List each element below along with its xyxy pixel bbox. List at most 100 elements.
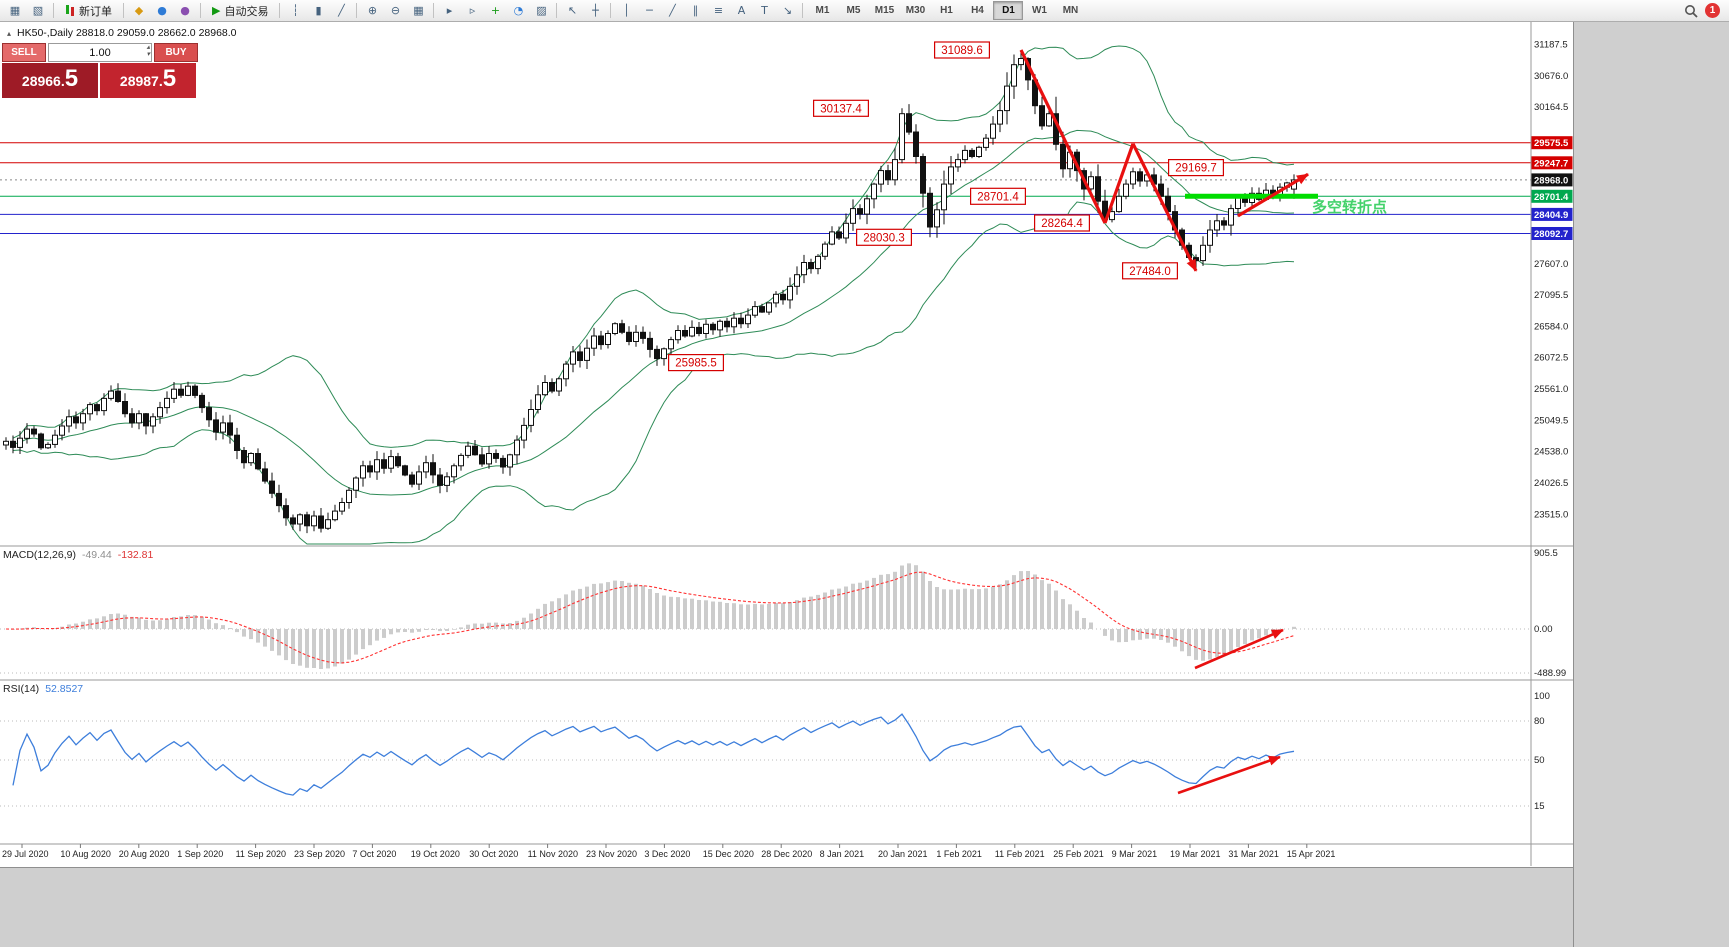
periods-icon[interactable]: ◔: [513, 4, 524, 17]
main-pane[interactable]: 31089.6 30137.4 29169.7 28701.4 28264.4 28030…: [0, 41, 1531, 545]
bar-chart-icon[interactable]: ┆: [292, 4, 299, 17]
candle-body: [1060, 143, 1066, 170]
price-annotation-box[interactable]: [1033, 214, 1090, 232]
price-annotation-box[interactable]: [667, 354, 724, 372]
volume-input[interactable]: 1.00 ▴ ▾: [48, 43, 152, 62]
candle-body: [1228, 208, 1234, 226]
toolbar-separator: [356, 3, 358, 18]
volume-up-button[interactable]: ▴: [146, 44, 150, 51]
price-tag: [1531, 173, 1573, 187]
candle-body: [1088, 176, 1094, 190]
macd-trend-arrow[interactable]: [1194, 628, 1284, 670]
timeframe-m5[interactable]: M5: [846, 5, 861, 16]
signals-icon[interactable]: ●: [157, 4, 167, 17]
sell-button[interactable]: SELL: [2, 43, 46, 62]
timeframe-d1[interactable]: D1: [993, 1, 1024, 20]
candle-body: [920, 156, 926, 194]
candle-body: [661, 348, 667, 360]
price-annotation-box[interactable]: [969, 187, 1026, 205]
candle-body: [297, 514, 303, 525]
trend-arrow[interactable]: [1237, 172, 1309, 218]
rsi-axis-label: 100: [1534, 691, 1550, 702]
zoom-out-icon[interactable]: ⊖: [390, 4, 401, 17]
chart-profiles-icon[interactable]: ▧: [32, 4, 44, 17]
timeframe-m30[interactable]: M30: [905, 5, 926, 16]
one-click-toggle-icon[interactable]: ▴: [7, 28, 12, 38]
zoom-in-icon[interactable]: ⊕: [367, 4, 378, 17]
timeframe-w1[interactable]: W1: [1031, 5, 1047, 16]
date-label: 28 Dec 2020: [761, 849, 812, 859]
price-annotation-box[interactable]: [855, 228, 912, 246]
date-label: 29 Jul 2020: [2, 849, 49, 859]
crosshair-icon[interactable]: ┼: [592, 4, 599, 17]
text-icon[interactable]: A: [737, 4, 746, 17]
candle-body: [101, 397, 107, 412]
candle-body: [815, 255, 821, 270]
candle-body: [535, 394, 541, 410]
candle-body: [304, 514, 310, 527]
rsi-trend-arrow[interactable]: [1177, 755, 1281, 795]
new-order-button[interactable]: 新订单: [58, 1, 119, 21]
trend-arrow[interactable]: [1103, 143, 1135, 224]
cursor-icon[interactable]: ↖: [567, 4, 578, 17]
vertical-line-icon[interactable]: │: [623, 4, 630, 17]
timeframe-mn[interactable]: MN: [1062, 5, 1079, 16]
candle-body: [913, 131, 919, 157]
buy-price-tile[interactable]: 28987. 5: [100, 63, 196, 98]
search-icon[interactable]: [1684, 4, 1698, 18]
fibonacci-icon[interactable]: ≡: [713, 4, 724, 17]
candlestick-chart-icon[interactable]: ▮: [315, 4, 322, 17]
candle-body: [1116, 195, 1122, 213]
price-annotation-box[interactable]: [1167, 159, 1224, 177]
arrows-icon[interactable]: ↘: [782, 4, 793, 17]
time-axis[interactable]: 29 Jul 2020 10 Aug 2020 20 Aug 2020 1 Sep 2…: [2, 844, 1335, 859]
price-tag: [1531, 189, 1573, 203]
tile-windows-icon[interactable]: ▦: [413, 4, 424, 17]
horizontal-line-icon[interactable]: ─: [646, 4, 653, 17]
new-chart-icon[interactable]: ▦: [9, 4, 21, 17]
timeframe-h1[interactable]: H1: [940, 5, 953, 16]
timeframe-m15[interactable]: M15: [874, 5, 895, 16]
rsi-pane[interactable]: [0, 713, 1531, 807]
chart-shift-icon[interactable]: ▹: [469, 4, 476, 17]
toolbar: ▦ ▧ 新订单 ◆ ● ● ▶ 自动交易 ┆ ▮ ╱ ⊕ ⊖ ▦ ▸ ▹ + ◔ ▨ ↖ ┼ │ ─ ╱ ∥ ≡ A T ↘ M1 M5 M1…: [0, 0, 1729, 22]
price-annotation-box[interactable]: [933, 41, 990, 59]
timeframe-h4[interactable]: H4: [971, 5, 984, 16]
candle-body: [465, 445, 471, 456]
text-label-icon[interactable]: T: [761, 4, 768, 17]
price-annotation-box[interactable]: [812, 99, 869, 117]
market-icon[interactable]: ◆: [134, 4, 144, 17]
rsi-value: 52.8527: [45, 683, 84, 695]
candle-body: [332, 510, 338, 521]
trend-arrow[interactable]: [1019, 49, 1107, 224]
price-annotation-box[interactable]: [1121, 262, 1178, 280]
auto-scroll-icon[interactable]: ▸: [446, 4, 453, 17]
volume-down-button[interactable]: ▾: [146, 51, 150, 58]
buy-button[interactable]: BUY: [154, 43, 198, 62]
indicators-icon[interactable]: +: [490, 4, 501, 17]
candle-body: [1221, 220, 1227, 226]
templates-icon[interactable]: ▨: [536, 4, 547, 17]
auto-trading-button[interactable]: ▶ 自动交易: [205, 1, 275, 21]
candle-body: [983, 137, 989, 148]
community-icon[interactable]: ●: [180, 4, 190, 17]
line-chart-icon[interactable]: ╱: [338, 4, 345, 17]
trendline-icon[interactable]: ╱: [669, 4, 676, 17]
macd-pane[interactable]: [0, 563, 1531, 674]
candle-body: [563, 363, 569, 380]
candle-body: [647, 337, 653, 350]
notification-badge[interactable]: 1: [1705, 3, 1720, 18]
trend-arrow[interactable]: [1131, 142, 1198, 272]
timeframe-m1[interactable]: M1: [815, 5, 830, 16]
equidistant-channel-icon[interactable]: ∥: [692, 4, 699, 17]
sell-price-big-digit: 5: [64, 64, 79, 92]
candle-body: [87, 404, 93, 415]
price-axis[interactable]: 31187.5 30676.0 30164.5 27607.0 27095.5 26584…: [1531, 40, 1573, 813]
candle-body: [24, 428, 30, 439]
turning-point-note[interactable]: 多空转折点: [1312, 198, 1387, 216]
chart-canvas[interactable]: 31187.5 30676.0 30164.5 27607.0 27095.5 26584…: [0, 22, 1573, 867]
sell-price-tile[interactable]: 28966. 5: [2, 63, 98, 98]
symbol-ohlc-text: HK50-,Daily 28818.0 29059.0 28662.0 2896…: [17, 27, 237, 39]
chart-window: 31187.5 30676.0 30164.5 27607.0 27095.5 26584…: [0, 22, 1573, 867]
